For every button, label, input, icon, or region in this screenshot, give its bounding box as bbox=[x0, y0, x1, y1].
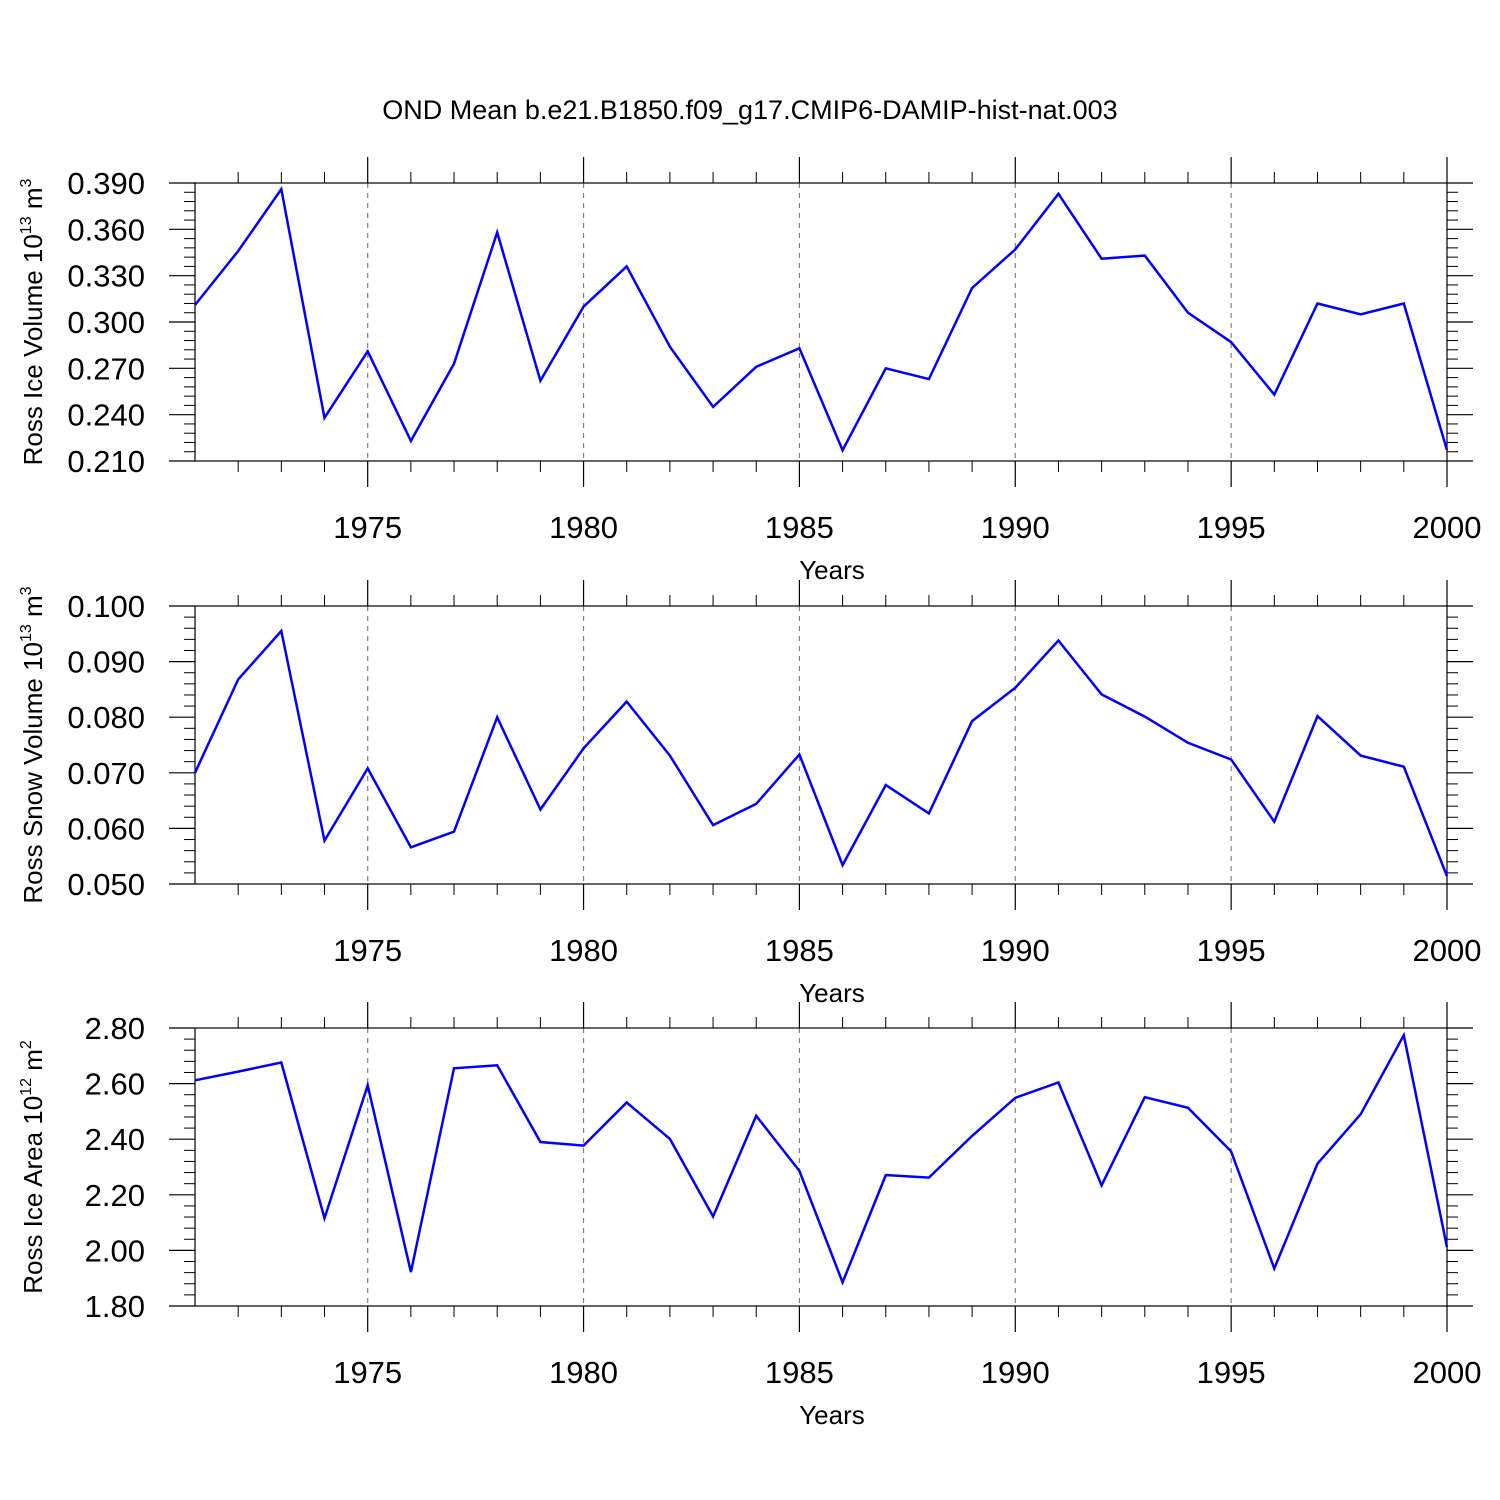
series-line bbox=[193, 628, 1449, 877]
y-tick-label: 0.100 bbox=[67, 589, 145, 624]
x-axis-label: Years bbox=[799, 978, 865, 1008]
x-tick-label: 2000 bbox=[1413, 510, 1482, 545]
y-tick-label: 0.300 bbox=[67, 305, 145, 340]
x-tick-label: 1985 bbox=[765, 933, 834, 968]
y-axis-label: Ross Ice Volume 1013 m3 bbox=[18, 178, 48, 465]
y-axis-label: Ross Ice Area 1012 m2 bbox=[18, 1040, 48, 1294]
y-axis-label: Ross Snow Volume 1013 m3 bbox=[18, 586, 48, 903]
x-tick-label: 1990 bbox=[981, 510, 1050, 545]
x-tick-label: 1980 bbox=[549, 1355, 618, 1390]
x-tick-label: 2000 bbox=[1413, 1355, 1482, 1390]
y-tick-label: 2.40 bbox=[85, 1122, 145, 1157]
x-axis-label: Years bbox=[799, 555, 865, 585]
plot-frame bbox=[194, 1027, 1448, 1307]
y-tick-label: 0.270 bbox=[67, 351, 145, 386]
plot-frame bbox=[194, 182, 1448, 462]
x-tick-label: 1975 bbox=[333, 510, 402, 545]
panel-1: 1975 1980 1985 1990 1995 2000 0.210 0.240 0.270 0… bbox=[18, 157, 1481, 585]
y-tick-label: 0.060 bbox=[67, 811, 145, 846]
x-tick-label: 1990 bbox=[981, 1355, 1050, 1390]
y-tick-label: 0.080 bbox=[67, 700, 145, 735]
x-tick-label: 2000 bbox=[1413, 933, 1482, 968]
x-tick-label: 1995 bbox=[1197, 1355, 1266, 1390]
y-tick-label: 0.090 bbox=[67, 645, 145, 680]
chart-title: OND Mean b.e21.B1850.f09_g17.CMIP6-DAMIP… bbox=[382, 95, 1117, 125]
x-tick-label: 1980 bbox=[549, 933, 618, 968]
series-line bbox=[194, 186, 1449, 454]
x-tick-label: 1985 bbox=[765, 510, 834, 545]
x-tick-label: 1995 bbox=[1197, 510, 1266, 545]
x-axis-label: Years bbox=[799, 1400, 865, 1430]
x-tick-label: 1975 bbox=[333, 1355, 402, 1390]
series-line bbox=[194, 1031, 1449, 1286]
y-tick-label: 2.60 bbox=[85, 1067, 145, 1102]
panels: 1975 1980 1985 1990 1995 2000 0.210 0.240 0.270 0… bbox=[18, 157, 1481, 1430]
y-tick-label: 2.20 bbox=[85, 1178, 145, 1213]
y-tick-label: 1.80 bbox=[85, 1289, 145, 1324]
x-tick-label: 1985 bbox=[765, 1355, 834, 1390]
y-tick-label: 0.050 bbox=[67, 867, 145, 902]
y-tick-label: 0.240 bbox=[67, 398, 145, 433]
y-tick-label: 0.330 bbox=[67, 259, 145, 294]
x-tick-label: 1995 bbox=[1197, 933, 1266, 968]
y-tick-label: 0.070 bbox=[67, 756, 145, 791]
panel-2: 1975 1980 1985 1990 1995 2000 0.050 0.060 0.070 0… bbox=[18, 580, 1481, 1008]
y-tick-label: 2.00 bbox=[85, 1233, 145, 1268]
plot-frame bbox=[194, 605, 1448, 885]
x-tick-label: 1980 bbox=[549, 510, 618, 545]
y-tick-label: 0.210 bbox=[67, 444, 145, 479]
y-tick-label: 2.80 bbox=[85, 1011, 145, 1046]
x-tick-label: 1975 bbox=[333, 933, 402, 968]
panel-3: 1975 1980 1985 1990 1995 2000 1.80 2.00 2.20 2.40… bbox=[18, 1002, 1481, 1430]
y-tick-label: 0.360 bbox=[67, 212, 145, 247]
x-tick-label: 1990 bbox=[981, 933, 1050, 968]
y-tick-label: 0.390 bbox=[67, 166, 145, 201]
